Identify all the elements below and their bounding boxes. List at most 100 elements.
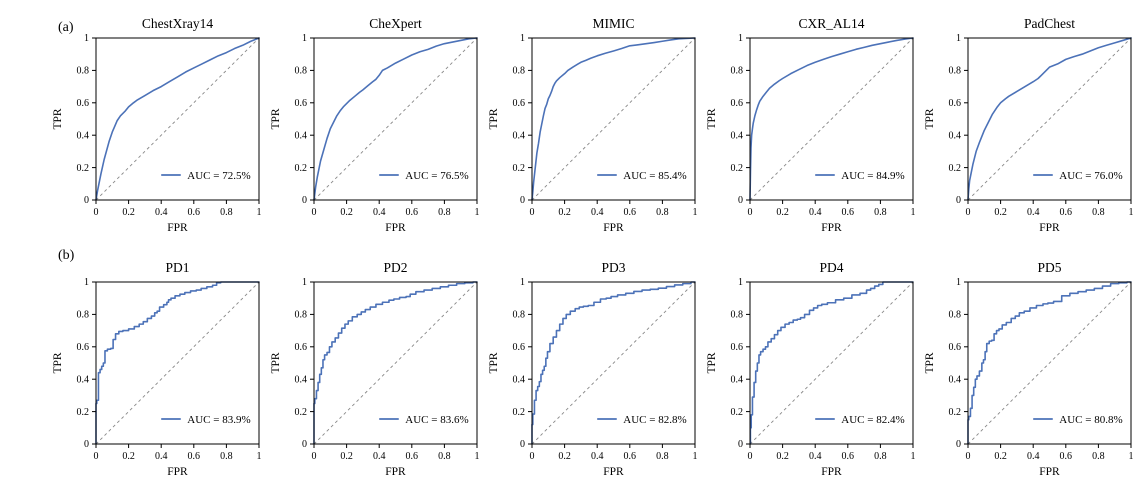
axes-frame (531, 281, 696, 445)
roc-curve (313, 37, 478, 201)
axes-frame (95, 281, 260, 445)
x-tick-label: 0.8 (656, 207, 669, 218)
x-tick-label: 0.2 (122, 207, 135, 218)
y-tick-label: 0.8 (513, 66, 526, 77)
y-axis-label: TPR (270, 108, 282, 129)
x-tick-label: 0.2 (340, 207, 353, 218)
x-tick-label: 0.6 (624, 207, 637, 218)
axes-frame (95, 37, 260, 201)
x-tick-label: 0 (312, 207, 317, 218)
y-tick-label: 0.6 (513, 342, 526, 353)
roc-plot-pd4: PD4 00 0.2 0.2 0.4 0.4 0.6 0.6 0.8 0.8 1 1 FPR TPR AUC… (706, 260, 916, 478)
y-tick-label: 0.2 (295, 163, 308, 174)
roc-plot-cxr-al14: CXR_AL14 00 0.2 0.2 0.4 0.4 0.6 0.6 0.8 0.8 1 1 FPR T… (706, 16, 916, 234)
plot-title: CheXpert (369, 16, 422, 31)
plot-title: PD4 (819, 260, 843, 275)
x-axis-label: FPR (385, 466, 406, 478)
y-tick-label: 0 (84, 439, 89, 450)
roc-plot-chexpert: CheXpert 00 0.2 0.2 0.4 0.4 0.6 0.6 0.8 0.8 1 1 FPR T… (270, 16, 480, 234)
y-tick-label: 0.6 (731, 342, 744, 353)
y-tick-label: 0.8 (731, 310, 744, 321)
x-tick-label: 0 (530, 207, 535, 218)
legend-auc-label: AUC = 84.9% (841, 170, 904, 182)
axes-frame (967, 37, 1132, 201)
y-tick-label: 1 (738, 277, 743, 288)
x-tick-label: 0 (966, 451, 971, 462)
x-tick-label: 0.6 (188, 451, 201, 462)
y-tick-label: 0.8 (949, 66, 962, 77)
legend-auc-label: AUC = 76.0% (1059, 170, 1122, 182)
plot-row-b: PD1 0 0 0.2 0.2 0.4 0.4 0.6 0.6 0.8 0.8 1 1 FPR TPR AUC… (46, 244, 1136, 488)
legend-auc-label: AUC = 80.8% (1059, 414, 1122, 426)
plot-title: PD2 (383, 260, 407, 275)
roc-curve (531, 281, 696, 445)
axes-frame (749, 37, 914, 201)
x-tick-label: 0.8 (1092, 451, 1105, 462)
roc-curve (95, 281, 260, 445)
y-tick-label: 0.6 (295, 98, 308, 109)
roc-plot-mimic: MIMIC 00 0.2 0.2 0.4 0.4 0.6 0.6 0.8 0.8 1 1 FPR TPR A… (488, 16, 698, 234)
y-tick-label: 0.6 (295, 342, 308, 353)
axes-frame (749, 281, 914, 445)
chance-diagonal (967, 281, 1132, 445)
x-tick-label: 0.6 (842, 451, 855, 462)
plot-title: PadChest (1024, 16, 1075, 31)
x-tick-label: 0 (530, 451, 535, 462)
y-tick-label: 0 (520, 439, 525, 450)
y-axis-label: TPR (52, 108, 64, 129)
y-tick-label: 0.6 (513, 98, 526, 109)
y-tick-label: 0.4 (77, 374, 90, 385)
y-tick-label: 1 (84, 33, 89, 44)
y-axis-label: TPR (706, 352, 718, 373)
x-tick-label: 0.4 (155, 207, 168, 218)
y-tick-label: 1 (84, 277, 89, 288)
x-axis-label: FPR (821, 466, 842, 478)
plot-title: PD5 (1037, 260, 1061, 275)
x-tick-label: 1 (475, 207, 480, 218)
x-tick-label: 0 (312, 451, 317, 462)
x-tick-label: 0.4 (373, 451, 386, 462)
x-tick-label: 1 (693, 451, 698, 462)
x-tick-label: 0.4 (373, 207, 386, 218)
legend-auc-label: AUC = 76.5% (405, 170, 468, 182)
plot-title: PD1 (165, 260, 189, 275)
y-tick-label: 0.4 (513, 374, 526, 385)
chance-diagonal (967, 37, 1132, 201)
roc-plot-padchest: PadChest 00 0.2 0.2 0.4 0.4 0.6 0.6 0.8 0.8 1 1 FPR T… (924, 16, 1134, 234)
x-axis-label: FPR (1039, 222, 1060, 234)
y-tick-label: 0.2 (295, 407, 308, 418)
y-tick-label: 0.4 (731, 130, 744, 141)
y-tick-label: 0.6 (949, 98, 962, 109)
x-tick-label: 1 (257, 207, 262, 218)
y-tick-label: 0.8 (77, 66, 90, 77)
x-axis-label: FPR (1039, 466, 1060, 478)
x-axis-label: FPR (603, 466, 624, 478)
x-tick-label: 0.2 (776, 451, 789, 462)
x-tick-label: 0 (748, 451, 753, 462)
x-tick-label: 0 (966, 207, 971, 218)
y-tick-label: 0.6 (77, 342, 90, 353)
x-axis-label: FPR (603, 222, 624, 234)
x-tick-label: 0 (94, 451, 99, 462)
x-tick-label: 0.6 (406, 207, 419, 218)
x-tick-label: 0 (748, 207, 753, 218)
y-tick-label: 0.2 (513, 407, 526, 418)
roc-curve (967, 281, 1132, 445)
x-tick-label: 0.4 (155, 451, 168, 462)
x-tick-label: 0.2 (776, 207, 789, 218)
y-tick-label: 0.6 (77, 98, 90, 109)
y-tick-label: 0 (738, 439, 743, 450)
y-axis-label: TPR (488, 352, 500, 373)
x-axis-label: FPR (167, 222, 188, 234)
chance-diagonal (749, 37, 914, 201)
axes-frame (313, 37, 478, 201)
x-tick-label: 0.8 (220, 207, 233, 218)
y-tick-label: 0.4 (513, 130, 526, 141)
roc-curve (749, 37, 914, 201)
x-tick-label: 0.8 (220, 451, 233, 462)
x-tick-label: 0.8 (1092, 207, 1105, 218)
legend-auc-label: AUC = 82.4% (841, 414, 904, 426)
y-tick-label: 0 (738, 195, 743, 206)
roc-plot-pd1: PD1 00 0.2 0.2 0.4 0.4 0.6 0.6 0.8 0.8 1 1 FPR TPR AUC… (52, 260, 262, 478)
x-tick-label: 0.4 (1027, 451, 1040, 462)
